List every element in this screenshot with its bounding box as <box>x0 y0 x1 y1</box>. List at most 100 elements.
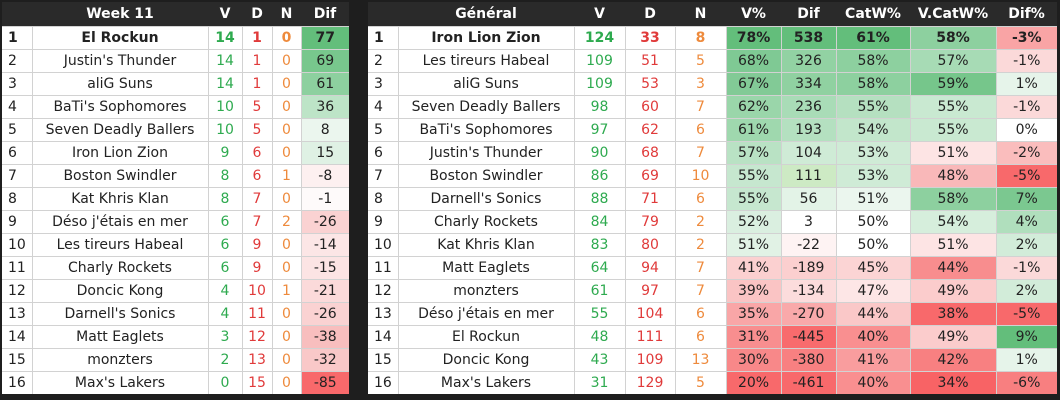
losses-cell: 1 <box>241 26 272 50</box>
draws-cell: 7 <box>674 141 726 165</box>
table-row: 15 monzters 2 13 0 -32 <box>2 348 349 372</box>
rank-cell: 3 <box>2 72 32 96</box>
diff-cell: 104 <box>780 141 836 165</box>
catw-pct-cell: 40% <box>835 371 910 394</box>
wins-cell: 14 <box>207 72 242 96</box>
diff-cell: 334 <box>780 72 836 96</box>
draws-cell: 10 <box>674 164 726 188</box>
losses-cell: 129 <box>624 371 675 394</box>
draws-cell: 8 <box>674 26 726 50</box>
draws-cell: 0 <box>271 233 301 257</box>
team-name-cell: Justin's Thunder <box>31 49 208 73</box>
wins-cell: 90 <box>573 141 625 165</box>
rank-cell: 10 <box>368 233 398 257</box>
diff-cell: 111 <box>780 164 836 188</box>
wins-cell: 9 <box>207 141 242 165</box>
table-row: 2 Justin's Thunder 14 1 0 69 <box>2 49 349 73</box>
wins-cell: 8 <box>207 187 242 211</box>
general-col-n: N <box>675 2 726 27</box>
wins-cell: 6 <box>207 256 242 280</box>
team-name-cell: Justin's Thunder <box>397 141 574 165</box>
catw-pct-cell: 53% <box>835 164 910 188</box>
weekly-header-row: Week 11 V D N Dif <box>2 2 349 27</box>
diff-cell: -8 <box>300 164 349 188</box>
diff-pct-cell: -1% <box>995 95 1057 119</box>
weekly-col-v: V <box>208 2 242 27</box>
table-row: 7 Boston Swindler 8 6 1 -8 <box>2 164 349 188</box>
table-row: 9 Charly Rockets 84 79 2 52% 3 50% 54% 4% <box>368 210 1057 234</box>
table-row: 6 Iron Lion Zion 9 6 0 15 <box>2 141 349 165</box>
rank-cell: 11 <box>368 256 398 280</box>
wins-cell: 43 <box>573 348 625 372</box>
win-pct-cell: 20% <box>725 371 781 394</box>
catw-pct-cell: 47% <box>835 279 910 303</box>
rank-cell: 12 <box>368 279 398 303</box>
diff-cell: 538 <box>780 26 836 50</box>
diff-cell: 69 <box>300 49 349 73</box>
wins-cell: 109 <box>573 72 625 96</box>
wins-cell: 4 <box>207 279 242 303</box>
rank-cell: 12 <box>2 279 32 303</box>
vcatw-pct-cell: 49% <box>909 279 996 303</box>
rank-cell: 15 <box>368 348 398 372</box>
draws-cell: 0 <box>271 49 301 73</box>
draws-cell: 2 <box>271 210 301 234</box>
rank-cell: 8 <box>2 187 32 211</box>
catw-pct-cell: 58% <box>835 72 910 96</box>
table-row: 2 Les tireurs Habeal 109 51 5 68% 326 58% 57% -1% <box>368 49 1057 73</box>
catw-pct-cell: 51% <box>835 187 910 211</box>
table-row: 13 Darnell's Sonics 4 11 0 -26 <box>2 302 349 326</box>
losses-cell: 68 <box>624 141 675 165</box>
catw-pct-cell: 50% <box>835 233 910 257</box>
losses-cell: 69 <box>624 164 675 188</box>
team-name-cell: El Rockun <box>397 325 574 349</box>
catw-pct-cell: 41% <box>835 348 910 372</box>
wins-cell: 61 <box>573 279 625 303</box>
losses-cell: 7 <box>241 187 272 211</box>
wins-cell: 10 <box>207 118 242 142</box>
diff-cell: -461 <box>780 371 836 394</box>
diff-pct-cell: -5% <box>995 164 1057 188</box>
team-name-cell: El Rockun <box>31 26 208 50</box>
vcatw-pct-cell: 38% <box>909 302 996 326</box>
draws-cell: 0 <box>271 325 301 349</box>
diff-cell: -1 <box>300 187 349 211</box>
losses-cell: 60 <box>624 95 675 119</box>
vcatw-pct-cell: 44% <box>909 256 996 280</box>
losses-cell: 53 <box>624 72 675 96</box>
vcatw-pct-cell: 48% <box>909 164 996 188</box>
catw-pct-cell: 44% <box>835 302 910 326</box>
team-name-cell: aliG Suns <box>397 72 574 96</box>
general-header-row: Général V D N V% Dif CatW% V.CatW% Dif% <box>368 2 1057 27</box>
win-pct-cell: 52% <box>725 210 781 234</box>
general-title: Général <box>398 2 574 27</box>
win-pct-cell: 78% <box>725 26 781 50</box>
diff-pct-cell: -1% <box>995 49 1057 73</box>
catw-pct-cell: 61% <box>835 26 910 50</box>
team-name-cell: Charly Rockets <box>397 210 574 234</box>
table-row: 4 BaTi's Sophomores 10 5 0 36 <box>2 95 349 119</box>
vcatw-pct-cell: 58% <box>909 26 996 50</box>
wins-cell: 0 <box>207 371 242 394</box>
rank-cell: 16 <box>2 371 32 394</box>
losses-cell: 9 <box>241 256 272 280</box>
losses-cell: 62 <box>624 118 675 142</box>
losses-cell: 80 <box>624 233 675 257</box>
draws-cell: 0 <box>271 95 301 119</box>
team-name-cell: Matt Eaglets <box>397 256 574 280</box>
win-pct-cell: 41% <box>725 256 781 280</box>
vcatw-pct-cell: 59% <box>909 72 996 96</box>
wins-cell: 64 <box>573 256 625 280</box>
table-row: 9 Déso j'étais en mer 6 7 2 -26 <box>2 210 349 234</box>
losses-cell: 11 <box>241 302 272 326</box>
losses-cell: 79 <box>624 210 675 234</box>
team-name-cell: Seven Deadly Ballers <box>31 118 208 142</box>
losses-cell: 10 <box>241 279 272 303</box>
vcatw-pct-cell: 49% <box>909 325 996 349</box>
table-row: 14 Matt Eaglets 3 12 0 -38 <box>2 325 349 349</box>
table-row: 11 Charly Rockets 6 9 0 -15 <box>2 256 349 280</box>
table-row: 1 El Rockun 14 1 0 77 <box>2 26 349 50</box>
losses-cell: 94 <box>624 256 675 280</box>
team-name-cell: Doncic Kong <box>397 348 574 372</box>
diff-cell: -15 <box>300 256 349 280</box>
